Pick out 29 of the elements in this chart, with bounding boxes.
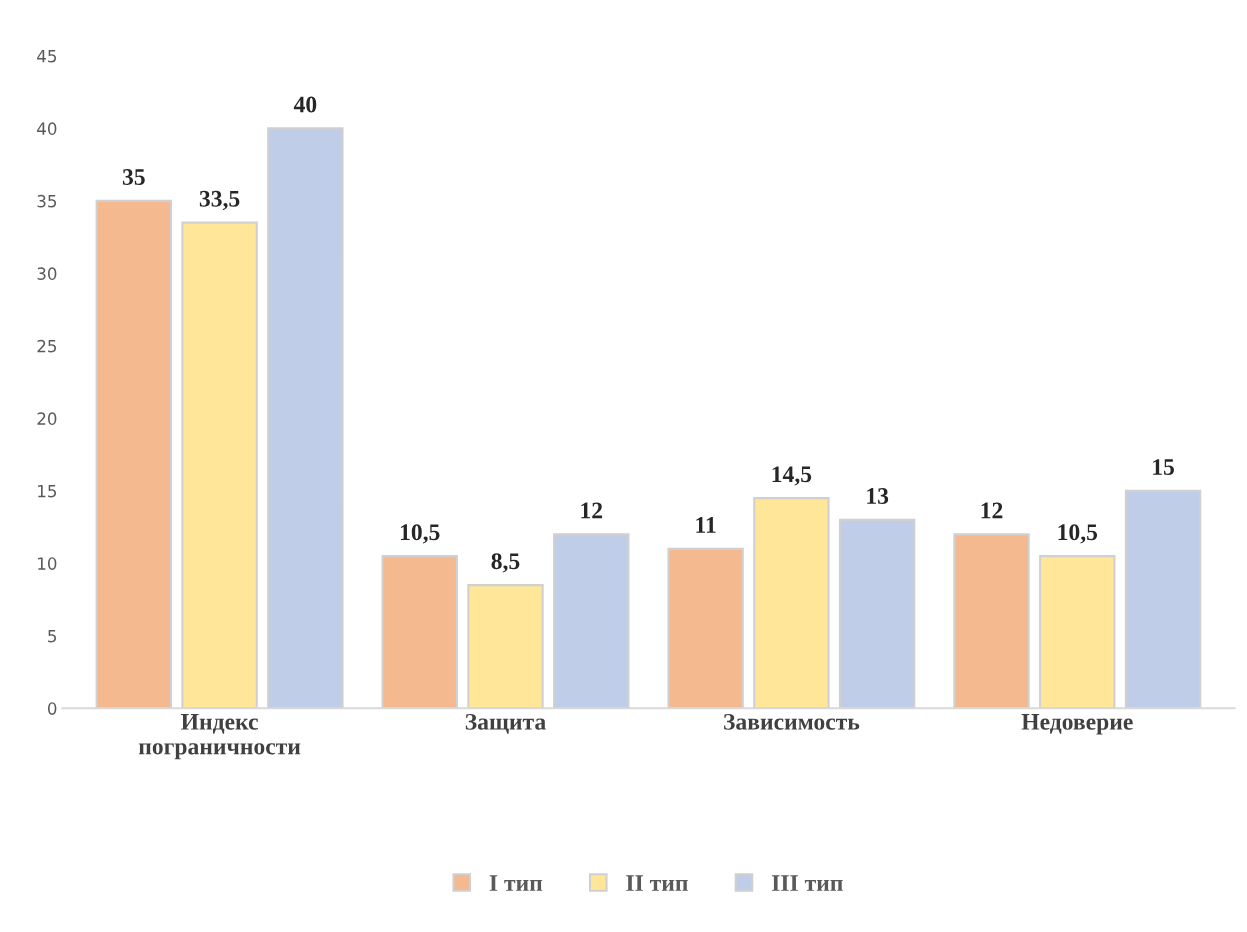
y-tick-label: 45 [37,50,57,63]
legend-label: II тип [626,875,688,891]
data-label: 15 [1153,459,1174,475]
y-tick-label: 20 [37,412,57,425]
legend-label: III тип [771,875,843,891]
x-tick-label: Недоверие [1021,714,1133,735]
data-label: 13 [867,488,889,504]
x-tick-label: Защита [465,713,546,734]
data-label: 8,5 [491,553,520,573]
data-label: 12 [581,502,603,519]
x-tick-label: Зависимость [724,713,860,730]
x-tick-label: Индекс пограничности [138,714,301,760]
data-label: 35 [122,169,145,185]
legend-label: I тип [489,875,543,891]
data-label: 10,5 [400,524,440,544]
y-tick-label: 35 [37,194,57,208]
data-label: 11 [696,517,716,533]
y-tick-label: 40 [37,122,57,135]
y-tick-label: 25 [37,339,57,353]
data-label: 33,5 [199,190,240,211]
y-tick-label: 10 [38,557,57,570]
y-tick-label: 30 [37,267,57,280]
y-tick-label: 0 [47,702,57,715]
y-tick-label: 15 [38,485,57,498]
data-label: 10,5 [1058,524,1098,544]
data-label: 12 [981,502,1003,519]
data-label: 40 [293,96,317,113]
data-label: 14,5 [772,466,812,486]
y-tick-label: 5 [48,630,57,643]
